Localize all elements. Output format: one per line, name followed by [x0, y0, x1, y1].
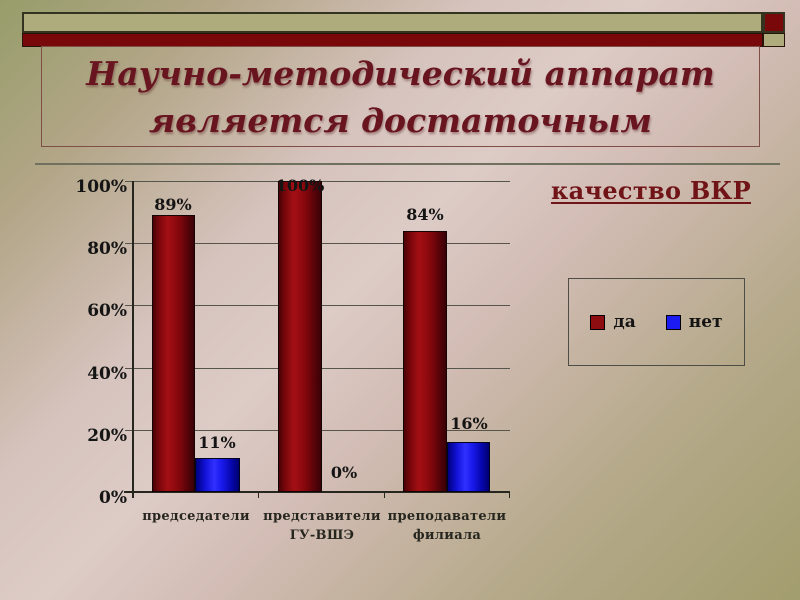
slide-title-line1: Научно-методический аппарат: [86, 53, 715, 93]
y-axis-tick-label: 60%: [87, 301, 127, 321]
y-axis-tick-label: 20%: [87, 426, 127, 446]
y-axis-tick: [125, 430, 133, 431]
header-red-square: [763, 12, 785, 33]
bar-yes-chairmen: [152, 215, 195, 492]
bar-yes-branch-teachers: [403, 230, 447, 492]
bar-yes-hse-representatives: [278, 181, 322, 492]
x-axis-tick: [258, 492, 259, 498]
bar-value-label: 89%: [154, 195, 192, 214]
bar-no-branch-teachers: [447, 442, 490, 492]
category-label-chairmen: председатели: [142, 509, 250, 524]
bar-value-label: 16%: [450, 414, 488, 433]
header-olive-bar: [22, 12, 763, 33]
bar-value-label: 11%: [198, 433, 236, 452]
y-axis-tick: [125, 305, 133, 306]
header-olive-square: [763, 33, 785, 47]
title-box: Научно-методический аппарат является дос…: [41, 46, 760, 147]
slide-title-line2: является достаточным: [149, 100, 652, 140]
x-axis-tick: [384, 492, 385, 498]
y-axis-tick-label: 100%: [75, 177, 127, 197]
x-axis-line: [124, 491, 510, 493]
legend-label-no: нет: [688, 312, 723, 332]
bar-value-label: 0%: [330, 463, 358, 482]
y-axis-tick: [125, 181, 133, 182]
header-red-bar: [22, 33, 763, 47]
bar-value-label: 84%: [406, 205, 444, 224]
bar-value-label: 100%: [275, 176, 325, 195]
category-label-branch-teachers: преподаватели филиала: [387, 509, 507, 543]
legend-label-yes: да: [613, 312, 636, 332]
legend-swatch-no: [665, 314, 681, 330]
y-axis-tick-label: 40%: [87, 364, 127, 384]
y-axis-tick: [125, 368, 133, 369]
chart-legend: да нет: [568, 278, 745, 366]
title-separator-line: [35, 163, 780, 165]
x-axis-tick: [509, 492, 510, 498]
legend-item-no: нет: [665, 312, 723, 332]
legend-swatch-yes: [590, 314, 606, 330]
y-axis-tick-label: 80%: [87, 239, 127, 259]
y-axis-tick-label: 0%: [99, 488, 127, 508]
y-axis-tick: [125, 243, 133, 244]
chart-caption: качество ВКР: [551, 176, 752, 205]
y-axis-line: [132, 181, 134, 498]
legend-item-yes: да: [590, 312, 636, 332]
category-label-hse-representatives: представители ГУ-ВШЭ: [263, 509, 381, 543]
bar-chart-plot-area: [124, 181, 510, 498]
bar-no-chairmen: [195, 457, 240, 492]
